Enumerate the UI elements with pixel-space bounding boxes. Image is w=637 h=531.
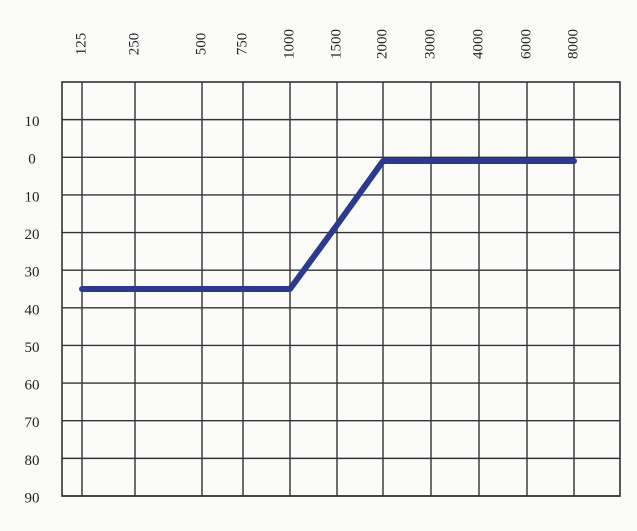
y-tick-label: 10 [25, 189, 40, 205]
x-tick-label: 6000 [518, 29, 534, 59]
y-tick-label: 80 [25, 453, 40, 469]
x-tick-label: 4000 [470, 29, 486, 59]
y-tick-label: 70 [25, 415, 40, 431]
x-tick-label: 1000 [281, 29, 297, 59]
x-tick-label: 2000 [374, 29, 390, 59]
x-tick-label: 8000 [565, 29, 581, 59]
x-tick-label: 3000 [422, 29, 438, 59]
y-tick-label: 10 [25, 114, 40, 130]
y-tick-label: 90 [25, 490, 40, 506]
x-tick-label: 500 [193, 33, 209, 56]
y-tick-label: 20 [25, 227, 40, 243]
x-tick-label: 125 [73, 33, 89, 56]
y-tick-label: 30 [25, 265, 40, 281]
y-tick-label: 50 [25, 340, 40, 356]
x-tick-label: 250 [126, 33, 142, 56]
data-line [79, 158, 577, 292]
x-tick-label: 1500 [328, 29, 344, 59]
x-tick-label: 750 [234, 33, 250, 56]
y-tick-label: 40 [25, 302, 40, 318]
y-tick-label: 0 [28, 152, 36, 168]
y-tick-label: 60 [25, 378, 40, 394]
